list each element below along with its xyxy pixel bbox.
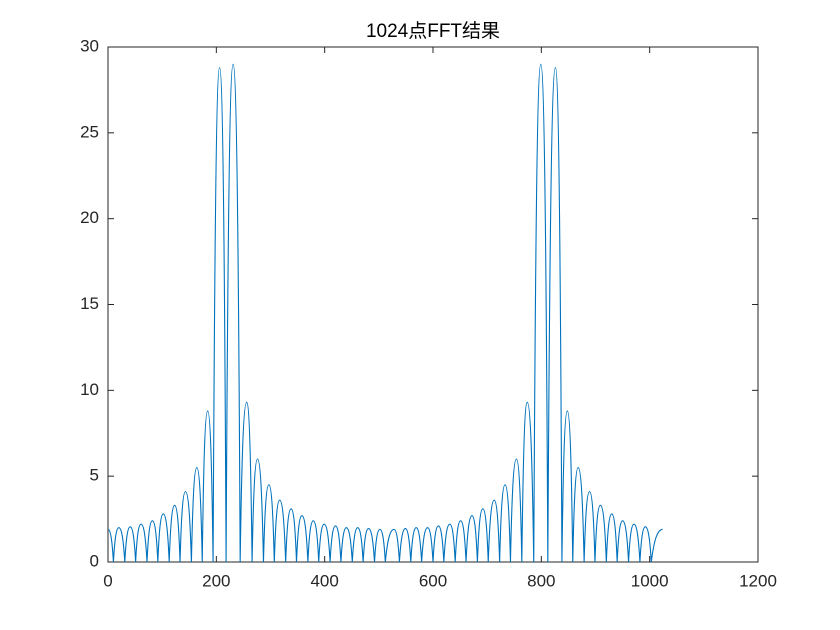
y-tick-label: 25 <box>80 122 99 141</box>
fft-line <box>107 63 663 563</box>
y-tick-label: 15 <box>80 294 99 313</box>
y-tick-label: 20 <box>80 208 99 227</box>
x-tick-label: 800 <box>527 571 555 590</box>
x-tick-label: 600 <box>419 571 447 590</box>
x-tick-label: 400 <box>310 571 338 590</box>
y-tick-label: 5 <box>90 466 99 485</box>
x-tick-label: 1000 <box>631 571 669 590</box>
chart-title: 1024点FFT结果 <box>366 20 500 42</box>
x-tick-label: 0 <box>103 571 112 590</box>
y-tick-label: 30 <box>80 36 99 55</box>
x-tick-label: 1200 <box>739 571 777 590</box>
y-tick-label: 0 <box>90 551 99 570</box>
x-tick-label: 200 <box>202 571 230 590</box>
y-tick-label: 10 <box>80 380 99 399</box>
